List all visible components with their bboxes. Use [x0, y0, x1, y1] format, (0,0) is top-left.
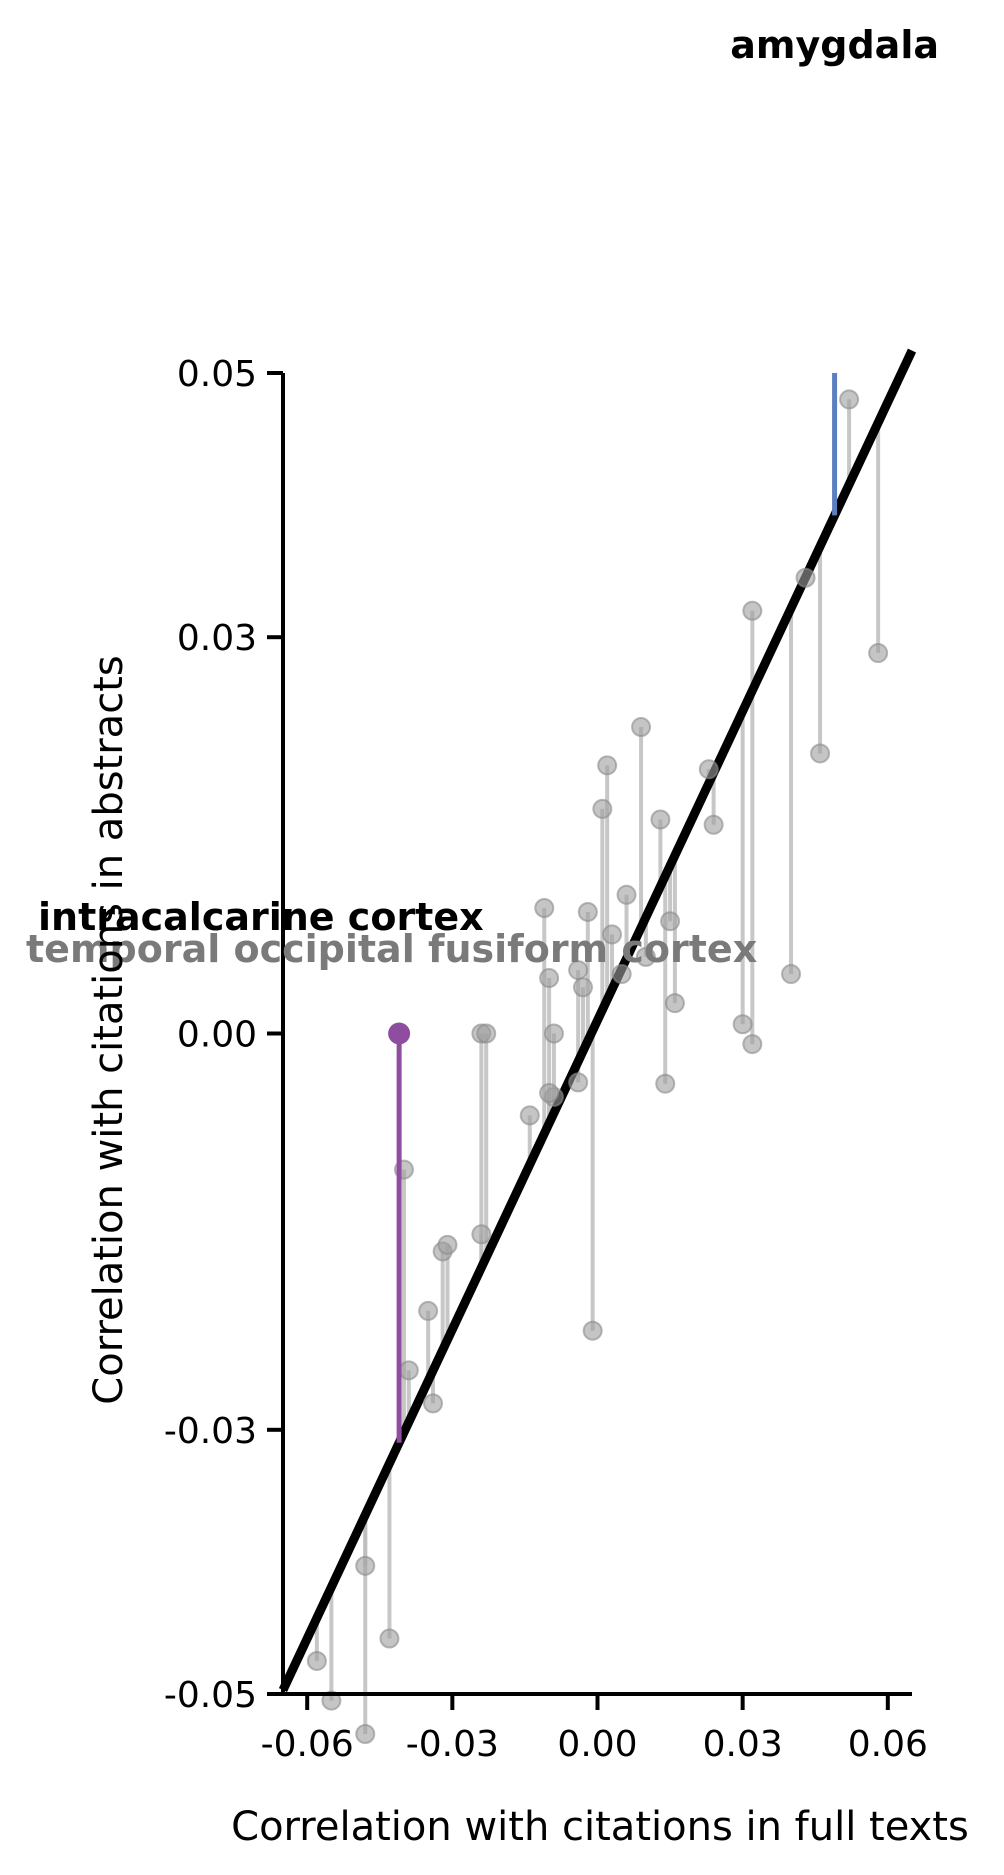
- data-point: [519, 1105, 540, 1126]
- data-point: [592, 798, 613, 819]
- data-point: [355, 1724, 376, 1744]
- data-point: [398, 1360, 419, 1381]
- annotation-intracalcarine-cortex: intracalcarine cortex: [38, 895, 484, 939]
- data-point: [616, 884, 637, 905]
- data-point: [577, 901, 598, 922]
- y-tick-label: 0.00: [177, 1015, 257, 1056]
- data-point: [602, 924, 623, 945]
- data-point: [868, 643, 889, 664]
- data-point: [471, 1224, 492, 1245]
- y-tick-label: 0.03: [177, 618, 257, 659]
- data-point: [810, 743, 831, 764]
- data-point: [698, 759, 719, 780]
- y-axis-title: Correlation with citations in abstracts: [86, 655, 132, 1404]
- data-point: [795, 567, 816, 588]
- fit-line-group: [278, 348, 917, 1692]
- data-point: [539, 1082, 560, 1103]
- highlighted-regions: [388, 373, 838, 1443]
- data-point: [476, 1023, 497, 1044]
- data-point: [611, 964, 632, 985]
- data-point: [437, 1234, 458, 1255]
- data-point: [732, 1014, 753, 1035]
- data-point: [742, 600, 763, 621]
- data-point: [321, 1690, 342, 1711]
- axes: -0.06 -0.03 0.00 0.03 0.06 -0.05 -0.03 0.00 0.03…: [164, 354, 928, 1765]
- data-points: [306, 389, 889, 1744]
- data-point: [572, 977, 593, 998]
- highlight-point-intracalcarine-cortex: [388, 1022, 411, 1045]
- data-point: [418, 1300, 439, 1321]
- data-point: [534, 898, 555, 919]
- data-point: [539, 968, 560, 989]
- data-point: [568, 1072, 589, 1093]
- data-point: [660, 911, 681, 932]
- data-point: [355, 1555, 376, 1576]
- data-point: [703, 814, 724, 835]
- y-tick-label: -0.05: [164, 1675, 257, 1716]
- data-point: [655, 1073, 676, 1094]
- data-point: [635, 946, 656, 967]
- x-axis-title: Correlation with citations in full texts: [231, 1804, 969, 1850]
- annotation-temporal-occipital-fusiform-cortex: temporal occipital fusiform cortex: [26, 927, 757, 971]
- regression-line: [278, 348, 917, 1692]
- data-point: [597, 755, 618, 776]
- data-point: [664, 993, 685, 1014]
- data-point: [781, 964, 802, 985]
- data-point: [650, 809, 671, 830]
- data-point: [839, 389, 860, 410]
- annotation-amygdala: amygdala: [730, 23, 939, 67]
- y-tick-label: 0.05: [177, 354, 257, 395]
- x-tick-label: 0.06: [848, 1724, 928, 1765]
- data-point: [543, 1023, 564, 1044]
- x-tick-label: -0.06: [261, 1724, 354, 1765]
- data-point: [631, 717, 652, 738]
- x-tick-label: -0.03: [406, 1724, 499, 1765]
- x-tick-label: 0.00: [557, 1724, 637, 1765]
- data-point: [582, 1320, 603, 1341]
- x-tick-label: 0.03: [703, 1724, 783, 1765]
- data-point: [422, 1393, 443, 1414]
- data-point: [379, 1628, 400, 1649]
- data-point: [306, 1650, 327, 1671]
- data-point: [742, 1034, 763, 1055]
- y-tick-label: -0.03: [164, 1411, 257, 1452]
